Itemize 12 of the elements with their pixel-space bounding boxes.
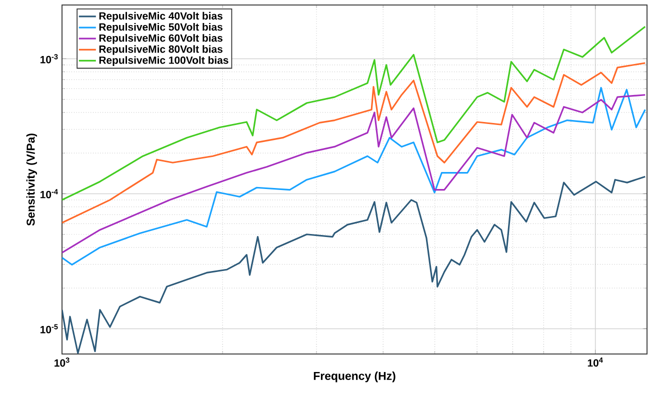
y-tick-label: 10$^{-4}$ [40,189,58,198]
x-axis-title: Frequency (Hz) [314,372,396,382]
legend-label: RepulsiveMic 50Volt bias [99,23,222,33]
y-tick-label: 10$^{-3}$ [40,54,58,64]
legend-label: RepulsiveMic 60Volt bias [99,34,222,44]
y-tick-label: 10$^{-5}$ [40,324,58,334]
legend-label: RepulsiveMic 40Volt bias [99,12,222,22]
y-axis-title: Sensitivity (V/Pa) [26,134,38,226]
legend-label: RepulsiveMic 80Volt bias [99,45,222,55]
x-tick-label: 10$^{3}$ [54,358,70,367]
legend-label: RepulsiveMic 100Volt bias [99,56,228,66]
x-tick-label: 10$^{4}$ [588,358,603,367]
